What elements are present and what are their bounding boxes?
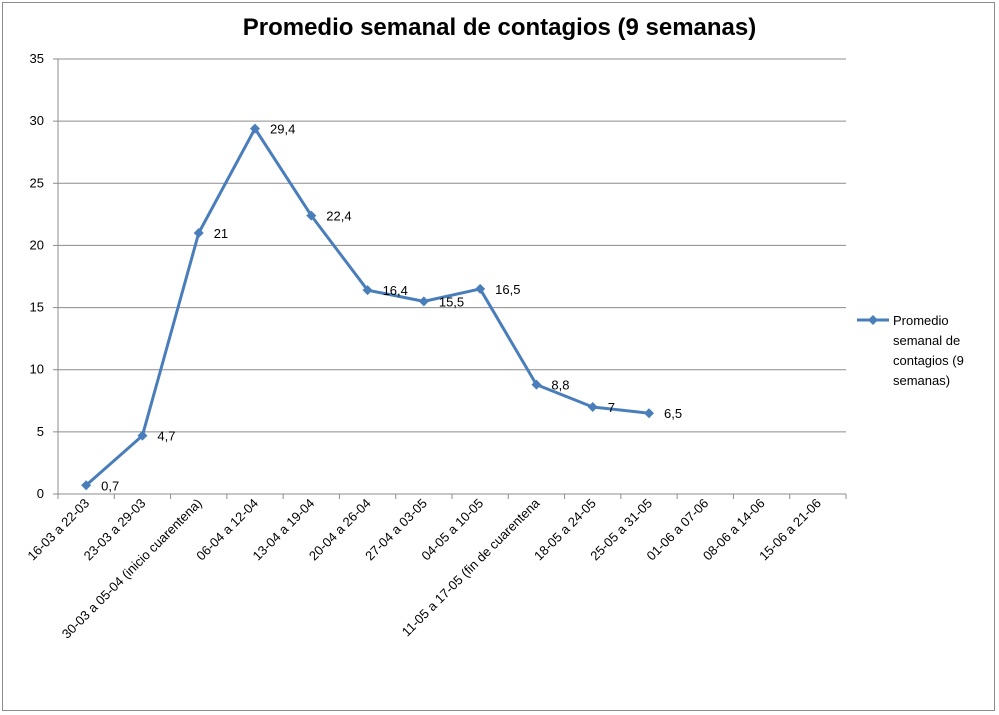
y-tick-label: 25 [30, 175, 44, 190]
data-label: 16,5 [495, 282, 520, 297]
y-tick-label: 5 [37, 424, 44, 439]
data-labels: 0,7 4,7 21 29,4 22,4 16,4 15,5 16,5 8,8 7 6,5 [101, 122, 682, 494]
data-label: 16,4 [383, 283, 408, 298]
data-point-marker [306, 210, 317, 221]
y-tick-label: 15 [30, 300, 44, 315]
data-point-marker [531, 379, 542, 390]
legend-label: semanas) [893, 373, 950, 388]
y-tick-label: 0 [37, 486, 44, 501]
data-point-marker [418, 296, 429, 307]
data-label: 21 [214, 226, 228, 241]
y-tick-label: 10 [30, 362, 44, 377]
data-label: 7 [608, 400, 615, 415]
legend-label: Promedio [893, 313, 949, 328]
y-tick-label: 35 [30, 51, 44, 66]
chart-title: Promedio semanal de contagios (9 semanas… [242, 14, 757, 41]
data-point-marker [362, 285, 373, 296]
data-label: 15,5 [439, 294, 464, 309]
y-tick-label: 20 [30, 237, 44, 252]
data-point-marker [193, 228, 204, 238]
data-label: 0,7 [101, 478, 119, 493]
data-point-marker [644, 408, 654, 419]
data-points [81, 123, 654, 491]
data-point-marker [250, 123, 260, 134]
gridlines [58, 58, 846, 433]
data-label: 4,7 [157, 429, 175, 444]
legend-label: contagios (9 [893, 353, 964, 368]
data-point-marker [137, 430, 148, 441]
data-label: 22,4 [326, 209, 351, 224]
legend: Promedio semanal de contagios (9 semanas) [857, 313, 964, 388]
data-label: 6,5 [664, 406, 682, 421]
y-tick-label: 30 [30, 113, 44, 128]
data-label: 8,8 [551, 378, 569, 393]
axes [53, 58, 847, 499]
data-label: 29,4 [270, 122, 295, 137]
data-point-marker [475, 283, 486, 294]
y-axis-ticks: 0 5 10 15 20 25 30 35 [30, 51, 44, 501]
data-point-marker [587, 402, 598, 412]
legend-label: semanal de [893, 333, 960, 348]
legend-marker [868, 315, 878, 325]
data-point-marker [81, 480, 92, 491]
